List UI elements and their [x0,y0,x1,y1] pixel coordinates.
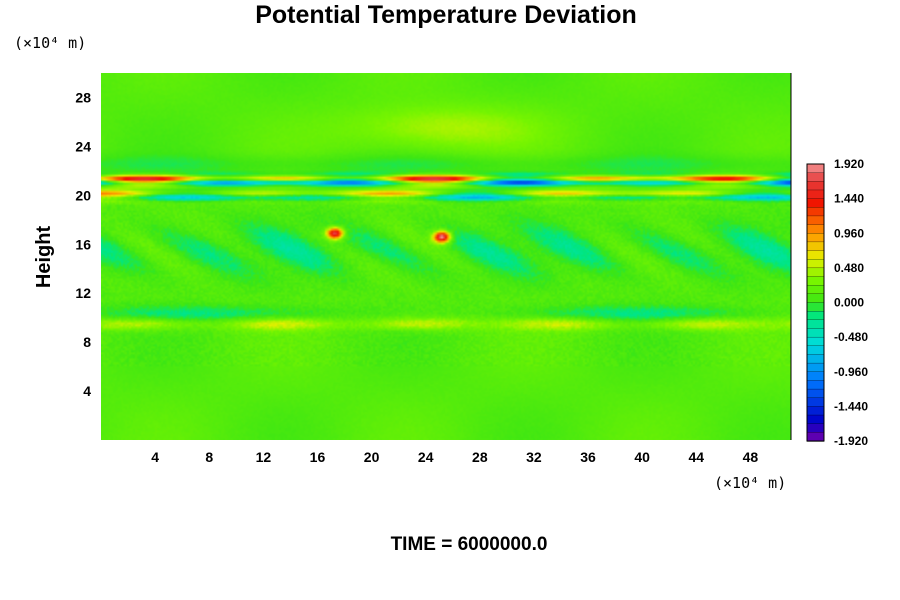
heatmap-field [101,73,791,440]
colorbar-tick-label: 1.920 [834,157,864,171]
colorbar-swatch [806,285,825,295]
y-tick-label: 28 [75,89,91,105]
colorbar-swatch [806,250,825,260]
colorbar-swatch [806,302,825,312]
colorbar-frame [806,163,825,442]
x-tick-label: 16 [310,449,326,465]
colorbar-swatch [806,276,825,286]
x-tick-label: 20 [364,449,380,465]
y-tick-label: 4 [83,383,91,399]
x-tick-label: 44 [689,449,705,465]
colorbar-swatch [806,371,825,382]
colorbar-swatch [806,388,825,399]
y-tick-label: 24 [75,138,91,154]
colorbar-tick-label: -1.440 [834,399,868,413]
colorbar-swatch [806,224,825,234]
x-tick-label: 28 [472,449,488,465]
colorbar-swatch [806,432,825,442]
colorbar-swatch [806,233,825,243]
colorbar-tick-label: -1.920 [834,434,868,448]
y-axis-ticks: 4 8 12 16 20 24 28 [75,89,91,399]
colorbar-swatch [806,345,825,356]
colorbar-swatch [806,406,825,416]
colorbar-tick-label: -0.960 [834,365,868,379]
colorbar-swatch [806,311,825,321]
x-tick-label: 48 [743,449,759,465]
colorbar-swatch [806,397,825,408]
colorbar-swatch [806,414,825,425]
y-tick-label: 8 [83,334,91,350]
colorbar-swatches [806,163,825,442]
colorbar-swatch [806,293,825,304]
time-label: TIME = 6000000.0 [391,534,548,555]
colorbar-swatch [806,198,825,208]
colorbar-tick-label: 0.480 [834,261,864,275]
colorbar-swatch [806,181,825,191]
colorbar-tick-label: -0.480 [834,330,868,344]
colorbar-swatch [806,189,825,200]
colorbar-swatch [806,336,825,347]
x-unit-label: (×10⁴ m) [714,474,786,492]
colorbar-tick-label: 0.960 [834,226,864,240]
y-unit-label: (×10⁴ m) [14,34,86,52]
x-tick-label: 32 [526,449,542,465]
colorbar-swatch [806,259,825,269]
chart-title: Potential Temperature Deviation [255,1,637,29]
x-tick-label: 36 [580,449,596,465]
colorbar: 1.920 1.440 0.960 0.480 0.000 -0.480 -0.960 -1.… [806,157,868,448]
colorbar-swatch [806,172,825,182]
colorbar-swatch [806,267,825,278]
y-tick-label: 20 [75,187,91,203]
x-axis-ticks: 4 8 12 16 20 24 28 32 36 40 44 48 [151,449,758,465]
colorbar-swatch [806,362,825,373]
colorbar-swatch [806,163,825,174]
colorbar-labels: 1.920 1.440 0.960 0.480 0.000 -0.480 -0.960 -1.… [834,157,868,448]
colorbar-swatch [806,241,825,252]
plot-area [101,73,792,440]
x-tick-label: 40 [634,449,650,465]
colorbar-swatch [806,380,825,390]
colorbar-swatch [806,423,825,433]
x-tick-label: 24 [418,449,434,465]
x-tick-label: 8 [205,449,213,465]
colorbar-tick-label: 1.440 [834,192,864,206]
colorbar-tick-label: 0.000 [834,296,864,310]
colorbar-swatch [806,207,825,217]
colorbar-swatch [806,328,825,338]
y-tick-label: 16 [75,236,91,252]
x-tick-label: 4 [151,449,159,465]
colorbar-swatch [806,354,825,364]
y-axis-label: Height [33,226,55,289]
y-tick-label: 12 [75,285,91,301]
colorbar-swatch [806,319,825,330]
x-tick-label: 12 [256,449,272,465]
colorbar-swatch [806,215,825,226]
